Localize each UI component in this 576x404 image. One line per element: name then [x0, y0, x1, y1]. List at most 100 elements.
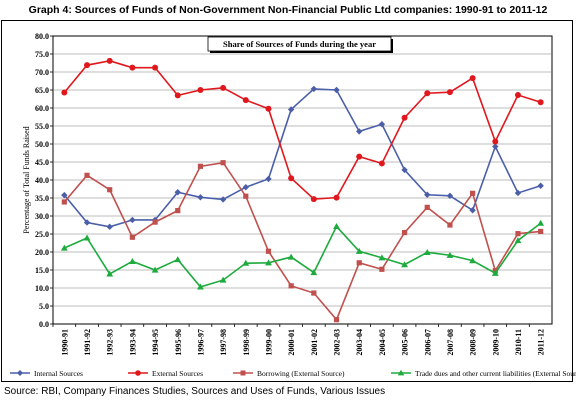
data-point	[265, 105, 272, 112]
data-point	[152, 64, 159, 71]
data-point	[424, 90, 431, 97]
y-tick-label: 25.0	[35, 230, 49, 239]
data-point	[333, 223, 340, 230]
x-tick-label: 1995-96	[174, 329, 183, 356]
y-tick-label: 15.0	[35, 266, 49, 275]
data-point	[151, 266, 159, 273]
x-tick-label: 2006-07	[423, 329, 432, 356]
data-point	[333, 194, 340, 201]
x-tick-label: 1997-98	[219, 329, 228, 356]
data-point	[401, 114, 408, 121]
y-tick-label: 20.0	[35, 248, 49, 257]
data-point	[446, 251, 454, 258]
data-point	[287, 253, 295, 260]
inner-title-box	[207, 36, 392, 52]
x-tick-label: 2003-04	[355, 329, 364, 356]
x-tick-label: 1993-94	[128, 329, 137, 356]
x-tick-label: 1994-95	[151, 329, 160, 356]
data-point	[310, 85, 318, 93]
y-axis-label: Percentage of Total Funds Raised	[22, 126, 31, 233]
data-point	[288, 283, 294, 289]
data-point	[220, 84, 227, 91]
data-point	[514, 92, 521, 99]
data-point	[469, 75, 476, 82]
x-tick-label: 2007-08	[446, 329, 455, 356]
data-point	[106, 57, 113, 64]
data-point	[356, 260, 362, 266]
x-tick-label: 2002-03	[333, 329, 342, 356]
data-point	[129, 234, 135, 240]
data-point	[333, 317, 340, 323]
x-tick-label: 1999-00	[264, 329, 273, 356]
data-point	[152, 219, 158, 225]
data-point	[61, 199, 67, 205]
data-point	[424, 191, 431, 198]
y-tick-label: 5.0	[39, 302, 49, 311]
data-point	[60, 244, 68, 251]
data-point	[470, 190, 476, 196]
x-tick-label: 2000-01	[287, 329, 296, 356]
x-tick-label: 2011-12	[537, 329, 546, 355]
data-point	[537, 219, 545, 226]
data-point	[106, 270, 114, 277]
data-point	[83, 219, 91, 226]
data-point	[219, 196, 227, 203]
y-tick-label: 60.0	[35, 104, 49, 113]
data-point	[537, 99, 544, 106]
data-point	[446, 192, 454, 200]
data-point	[174, 189, 181, 196]
y-tick-label: 35.0	[35, 194, 49, 203]
data-point	[107, 187, 113, 193]
data-point	[265, 175, 272, 183]
legend-label: Trade dues and other current liabilities…	[415, 369, 576, 378]
x-tick-label: 2001-02	[310, 329, 319, 356]
series-line	[63, 88, 541, 228]
data-point	[378, 254, 386, 261]
data-point	[356, 153, 363, 160]
data-point	[106, 223, 113, 230]
data-point	[401, 166, 408, 174]
series-line	[63, 60, 541, 200]
data-point	[311, 290, 317, 296]
x-tick-label: 1992-93	[106, 329, 115, 356]
data-point	[469, 207, 476, 214]
x-tick-label: 1991-92	[83, 329, 92, 356]
data-point	[378, 121, 386, 128]
data-point	[174, 92, 181, 99]
legend-label: Borrowing (External Source)	[257, 369, 345, 378]
data-point	[469, 257, 477, 264]
data-point	[61, 191, 68, 199]
x-tick-label: 1998-99	[242, 329, 251, 356]
y-tick-label: 50.0	[35, 140, 49, 149]
data-point	[265, 259, 272, 266]
data-point	[424, 204, 430, 210]
data-point	[242, 259, 250, 266]
y-tick-label: 65.0	[35, 86, 49, 95]
data-point	[61, 89, 68, 96]
data-point	[219, 276, 227, 283]
data-point	[333, 86, 340, 94]
y-tick-label: 55.0	[35, 122, 49, 131]
x-tick-label: 2009-10	[491, 329, 500, 356]
data-point	[242, 184, 249, 191]
y-tick-label: 0.0	[39, 320, 49, 329]
data-point	[379, 266, 385, 272]
legend-marker	[135, 370, 141, 376]
x-tick-label: 2004-05	[378, 329, 387, 356]
data-point	[491, 269, 499, 276]
x-tick-label: 2008-09	[469, 329, 478, 356]
data-point	[287, 106, 295, 113]
data-point	[514, 189, 522, 197]
data-point	[220, 160, 226, 166]
data-point	[175, 208, 181, 214]
data-point	[84, 172, 90, 178]
data-point	[492, 138, 499, 145]
x-tick-label: 1990-91	[60, 329, 69, 356]
x-tick-label: 2005-06	[401, 329, 410, 356]
data-point	[243, 193, 249, 199]
y-tick-label: 30.0	[35, 212, 49, 221]
data-point	[401, 229, 408, 236]
data-point	[446, 89, 453, 96]
data-point	[84, 62, 91, 69]
